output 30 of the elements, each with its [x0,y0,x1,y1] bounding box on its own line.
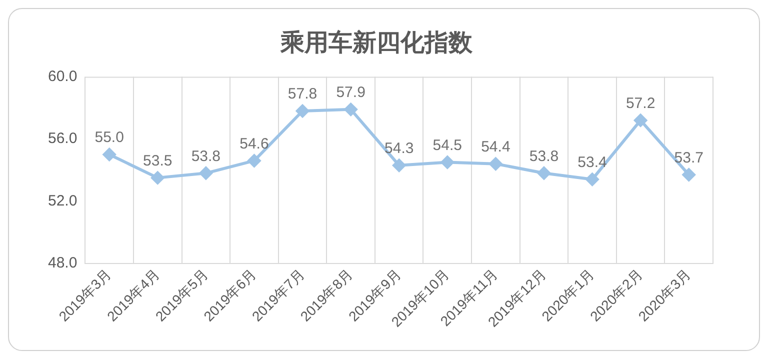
data-label: 53.8 [529,148,559,165]
point [102,148,116,162]
point [151,171,164,184]
data-label: 53.7 [674,149,704,166]
data-label: 57.2 [626,94,656,112]
data-label: 57.8 [288,86,318,103]
point [440,156,454,169]
point [296,104,310,118]
point [199,166,212,180]
y-tick-label: 60.0 [48,68,78,85]
data-label: 57.9 [336,84,366,102]
data-label: 54.4 [481,138,510,156]
y-tick-label: 48.0 [48,254,78,272]
point [489,157,502,170]
data-label: 53.5 [143,152,172,170]
chart-title: 乘用车新四化指数 [280,28,474,57]
data-label: 55.0 [94,129,124,146]
point [537,166,550,180]
y-tick-label: 52.0 [48,192,78,210]
point [248,154,261,168]
data-label: 54.6 [240,135,269,152]
y-tick-label: 56.0 [48,130,78,148]
point [586,172,599,186]
data-label: 54.3 [384,140,414,158]
data-label: 54.5 [432,136,462,154]
point [682,168,696,182]
point [344,102,358,116]
point [392,158,406,172]
data-label: 53.8 [191,148,221,165]
point [634,114,648,127]
